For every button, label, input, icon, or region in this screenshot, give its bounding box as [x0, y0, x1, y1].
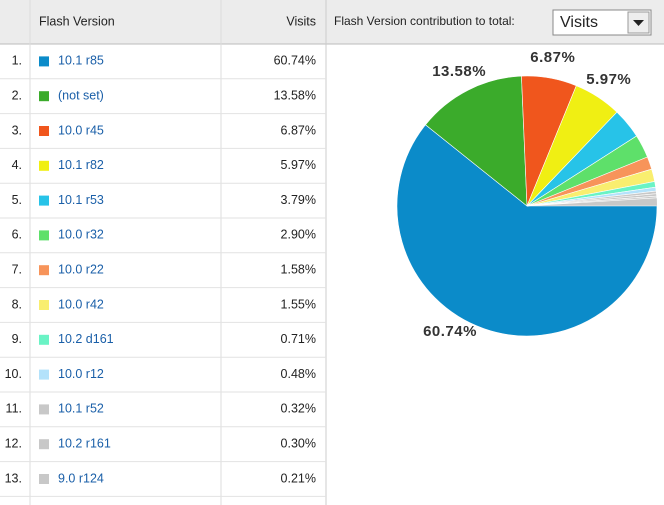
rank: 7.	[12, 262, 22, 276]
rank: 13.	[5, 471, 22, 485]
visits-value: 0.32%	[281, 402, 316, 416]
legend-swatch	[39, 474, 49, 484]
rank: 11.	[6, 402, 22, 416]
dropdown-value[interactable]: Visits	[560, 14, 598, 31]
dropdown-arrow	[633, 20, 644, 26]
rank: 1.	[12, 54, 22, 68]
rank: 8.	[12, 297, 22, 311]
version-link[interactable]: 10.0 r42	[58, 297, 104, 311]
version-link[interactable]: (not set)	[58, 88, 104, 102]
legend-swatch	[39, 160, 49, 171]
pie-label: 6.87%	[530, 49, 575, 66]
header-name[interactable]: Flash Version	[39, 14, 115, 28]
visits-value: 1.58%	[281, 262, 316, 276]
visits-value: 0.48%	[281, 367, 316, 381]
pie-slice	[425, 75, 528, 207]
visits-value: 5.97%	[281, 158, 316, 172]
legend-swatch	[39, 230, 49, 241]
legend-swatch	[39, 126, 49, 136]
legend-swatch	[39, 369, 49, 380]
pie-label: 60.74%	[423, 323, 477, 340]
visits-value: 2.90%	[281, 228, 316, 242]
version-link[interactable]: 10.0 r45	[58, 123, 104, 137]
legend-swatch	[39, 91, 49, 102]
version-link[interactable]: 9.0 r124	[58, 471, 104, 485]
legend-swatch	[39, 300, 49, 310]
pie-label: 13.58%	[432, 63, 486, 80]
legend-swatch	[39, 265, 49, 276]
rank: 10.	[5, 367, 22, 381]
version-link[interactable]: 10.1 r85	[58, 54, 104, 68]
control-label: Flash Version contribution to total:	[334, 14, 515, 28]
version-link[interactable]: 10.1 r52	[58, 402, 104, 416]
pie-label: 5.97%	[586, 71, 631, 88]
legend-swatch	[39, 195, 49, 206]
legend-swatch	[39, 56, 49, 67]
rank: 4.	[12, 158, 22, 172]
rank: 12.	[5, 436, 22, 450]
rank: 2.	[12, 88, 22, 102]
visits-value: 0.71%	[281, 332, 316, 346]
pie-slice	[526, 195, 658, 207]
visits-value: 6.87%	[281, 123, 316, 137]
legend-swatch	[39, 334, 49, 345]
version-link[interactable]: 10.1 r82	[58, 158, 104, 172]
visits-value: 3.79%	[281, 193, 316, 207]
visits-value: 1.55%	[281, 297, 316, 311]
rank: 5.	[12, 193, 22, 207]
legend-swatch	[39, 404, 49, 415]
version-link[interactable]: 10.0 r22	[58, 262, 104, 276]
visits-value: 0.30%	[281, 436, 316, 450]
visits-value: 0.21%	[281, 471, 316, 485]
version-link[interactable]: 10.1 r53	[58, 193, 104, 207]
visits-value: 13.58%	[274, 88, 316, 102]
pie-slice	[396, 124, 658, 337]
legend-swatch	[39, 439, 49, 450]
rank: 6.	[12, 228, 22, 242]
version-link[interactable]: 10.0 r12	[58, 367, 104, 381]
rank: 9.	[12, 332, 22, 346]
rank: 3.	[12, 123, 22, 137]
header-visits[interactable]: Visits	[286, 14, 316, 28]
visits-value: 60.74%	[274, 54, 316, 68]
version-link[interactable]: 10.0 r32	[58, 228, 104, 242]
version-link[interactable]: 10.2 r161	[58, 436, 111, 450]
version-link[interactable]: 10.2 d161	[58, 332, 114, 346]
